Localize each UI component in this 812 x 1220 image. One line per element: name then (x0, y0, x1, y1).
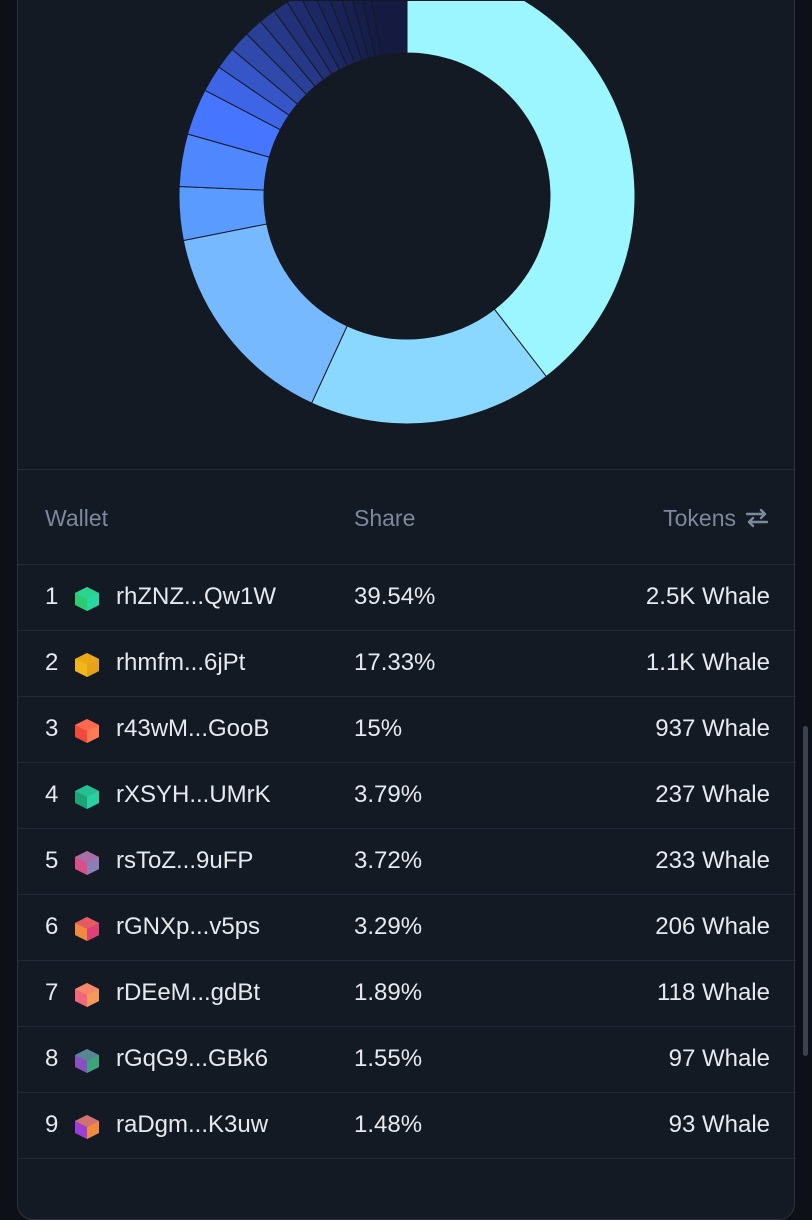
share-value: 15% (354, 715, 403, 742)
wallet-address-link[interactable]: rhmfm...6jPt (116, 649, 246, 676)
donut-slice[interactable] (182, 223, 348, 404)
wallet-avatar-icon (74, 718, 100, 744)
table-row[interactable]: 7 rDEeM...gdBt 1.89% 118 Whale (18, 961, 796, 1027)
wallet-address-link[interactable]: rXSYH...UMrK (116, 781, 271, 808)
tokens-column-label: Tokens (663, 505, 736, 531)
holders-card: Wallet Share Tokens 1 rhZNZ...Qw1W 39.54… (17, 0, 796, 1220)
tokens-column-header[interactable]: Tokens (663, 504, 770, 532)
wallet-avatar-icon (74, 784, 100, 810)
scrollbar[interactable] (803, 726, 808, 1056)
tokens-value: 237 Whale (655, 781, 770, 808)
wallet-avatar-icon (74, 586, 100, 612)
wallet-address-link[interactable]: rGNXp...v5ps (116, 913, 261, 940)
tokens-value: 118 Whale (657, 979, 770, 1006)
table-row[interactable]: 5 rsToZ...9uFP 3.72% 233 Whale (18, 829, 796, 895)
wallet-address-link[interactable]: rGqG9...GBk6 (116, 1045, 269, 1072)
table-row[interactable]: 9 raDgm...K3uw 1.48% 93 Whale (18, 1093, 796, 1159)
wallet-address-link[interactable]: r43wM...GooB (116, 715, 270, 742)
donut-slice[interactable] (406, 1, 636, 378)
rank-number: 6 (45, 913, 59, 940)
wallet-column-header: Wallet (45, 505, 109, 531)
share-value: 1.55% (354, 1045, 423, 1072)
share-value: 1.89% (354, 979, 423, 1006)
rank-number: 3 (45, 715, 59, 742)
holders-donut-chart (18, 1, 796, 469)
rank-number: 9 (45, 1111, 59, 1138)
table-row[interactable]: 2 rhmfm...6jPt 17.33% 1.1K Whale (18, 631, 796, 697)
tokens-value: 1.1K Whale (645, 649, 770, 676)
tokens-value: 93 Whale (668, 1111, 770, 1138)
donut-svg (178, 1, 636, 425)
share-value: 3.72% (354, 847, 423, 874)
table-row[interactable]: 6 rGNXp...v5ps 3.29% 206 Whale (18, 895, 796, 961)
rank-number: 4 (45, 781, 59, 808)
share-value: 39.54% (354, 583, 436, 610)
rank-number: 8 (45, 1045, 59, 1072)
table-row[interactable]: 8 rGqG9...GBk6 1.55% 97 Whale (18, 1027, 796, 1093)
tokens-value: 97 Whale (668, 1045, 770, 1072)
wallet-avatar-icon (74, 1114, 100, 1140)
table-header: Wallet Share Tokens (18, 469, 796, 565)
wallet-avatar-icon (74, 982, 100, 1008)
share-value: 17.33% (354, 649, 436, 676)
wallet-avatar-icon (74, 850, 100, 876)
rank-number: 1 (45, 583, 59, 610)
donut-slice[interactable] (366, 1, 408, 56)
holders-table-body: 1 rhZNZ...Qw1W 39.54% 2.5K Whale 2 rhmfm… (18, 565, 796, 1159)
wallet-avatar-icon (74, 916, 100, 942)
rank-number: 7 (45, 979, 59, 1006)
table-row[interactable]: 4 rXSYH...UMrK 3.79% 237 Whale (18, 763, 796, 829)
table-row[interactable]: 3 r43wM...GooB 15% 937 Whale (18, 697, 796, 763)
share-value: 3.29% (354, 913, 423, 940)
wallet-address-link[interactable]: rsToZ...9uFP (116, 847, 254, 874)
wallet-address-link[interactable]: rhZNZ...Qw1W (116, 583, 276, 610)
wallet-address-link[interactable]: raDgm...K3uw (116, 1111, 269, 1138)
share-value: 3.79% (354, 781, 423, 808)
wallet-avatar-icon (74, 1048, 100, 1074)
wallet-avatar-icon (74, 652, 100, 678)
share-value: 1.48% (354, 1111, 423, 1138)
rank-number: 5 (45, 847, 59, 874)
rank-number: 2 (45, 649, 59, 676)
tokens-value: 233 Whale (655, 847, 770, 874)
tokens-value: 937 Whale (655, 715, 770, 742)
tokens-value: 2.5K Whale (645, 583, 770, 610)
tokens-value: 206 Whale (655, 913, 770, 940)
table-row[interactable]: 1 rhZNZ...Qw1W 39.54% 2.5K Whale (18, 565, 796, 631)
wallet-address-link[interactable]: rDEeM...gdBt (116, 979, 261, 1006)
swap-arrows-icon[interactable] (744, 506, 770, 530)
share-column-header: Share (354, 505, 416, 531)
